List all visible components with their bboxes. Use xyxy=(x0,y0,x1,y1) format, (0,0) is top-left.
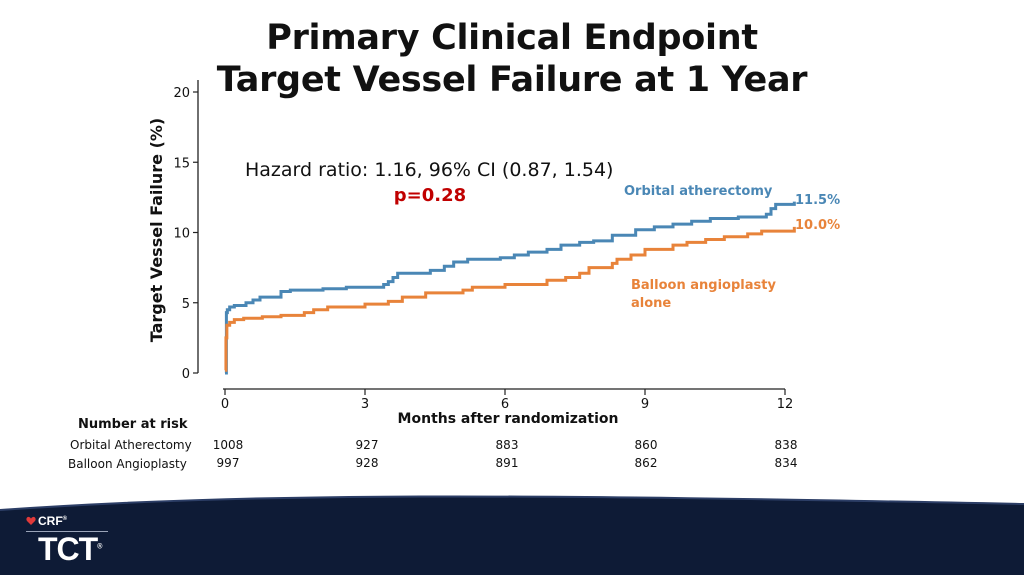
y-tick-label: 10 xyxy=(173,227,190,242)
risk-balloon-m3: 928 xyxy=(355,456,379,470)
risk-table-title: Number at risk xyxy=(78,417,188,432)
p-value-annotation: p=0.28 xyxy=(394,185,466,206)
risk-orbital-m0: 1008 xyxy=(212,438,244,452)
x-tick-label: 12 xyxy=(777,397,794,412)
risk-orbital-m3: 927 xyxy=(355,438,379,452)
tct-logo-reg: ® xyxy=(97,543,102,551)
y-tick-label: 20 xyxy=(173,86,190,101)
km-curve-balloon xyxy=(224,226,796,372)
risk-balloon-m9: 862 xyxy=(634,456,658,470)
crf-logo: CRF® xyxy=(38,514,67,528)
risk-balloon-m12: 834 xyxy=(774,456,798,470)
risk-orbital-m9: 860 xyxy=(634,438,658,452)
x-tick-label: 6 xyxy=(501,397,509,412)
km-chart: 0 5 10 15 20 0 3 6 9 12 Target Vessel Failure (%)… xyxy=(147,80,840,427)
series-label-orbital: Orbital atherectomy xyxy=(624,184,773,199)
hazard-ratio-annotation: Hazard ratio: 1.16, 96% CI (0.87, 1.54) xyxy=(245,159,613,181)
x-tick-label: 3 xyxy=(361,397,369,412)
risk-orbital-m6: 883 xyxy=(495,438,519,452)
risk-orbital-m12: 838 xyxy=(774,438,798,452)
x-axis-label: Months after randomization xyxy=(398,411,619,427)
chart-ticks: 0 5 10 15 20 0 3 6 9 12 xyxy=(173,86,793,412)
logo-divider xyxy=(26,531,108,532)
risk-balloon-m0: 997 xyxy=(216,456,240,470)
y-tick-label: 5 xyxy=(182,297,190,312)
series-label-balloon-line1: Balloon angioplasty xyxy=(631,278,776,293)
end-label-balloon: 10.0% xyxy=(795,218,840,233)
tct-logo-text: TCT xyxy=(38,531,98,567)
km-curve-orbital xyxy=(224,201,796,375)
end-label-orbital: 11.5% xyxy=(795,193,840,208)
y-tick-label: 0 xyxy=(182,367,190,382)
slide-title-line1: Primary Clinical Endpoint xyxy=(266,18,758,58)
chart-series xyxy=(224,201,796,375)
risk-row-label-balloon: Balloon Angioplasty xyxy=(68,457,187,471)
crf-logo-reg: ® xyxy=(62,516,68,522)
tct-logo: TCT® xyxy=(38,531,102,568)
risk-balloon-m6: 891 xyxy=(495,456,519,470)
chart-axes xyxy=(197,80,785,390)
slide-title-line2: Target Vessel Failure at 1 Year xyxy=(216,60,808,100)
crf-heart-icon xyxy=(26,516,36,525)
risk-row-label-orbital: Orbital Atherectomy xyxy=(70,438,192,452)
y-tick-label: 15 xyxy=(173,156,190,171)
series-label-balloon-line2: alone xyxy=(631,296,671,311)
crf-logo-text: CRF xyxy=(38,514,63,528)
x-tick-label: 9 xyxy=(641,397,649,412)
y-axis-label: Target Vessel Failure (%) xyxy=(147,118,166,343)
footer-band xyxy=(0,495,1024,575)
x-tick-label: 0 xyxy=(221,397,229,412)
